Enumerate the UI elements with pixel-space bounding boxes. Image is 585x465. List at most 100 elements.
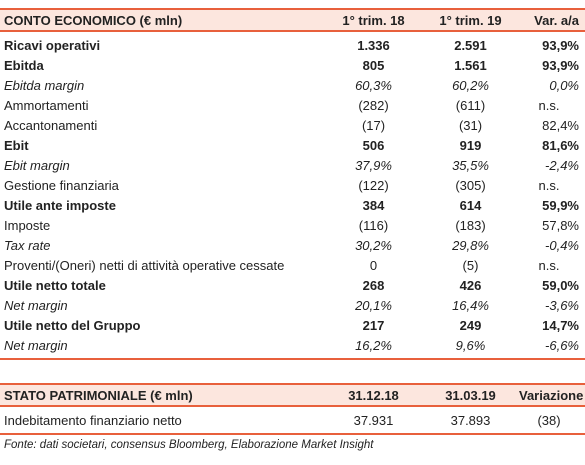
table-cell: 93,9% (542, 37, 579, 53)
table-body: Ricavi operativi 1.336 2.591 93,9% Ebitda 805… (0, 32, 585, 360)
table-cell: Utile netto totale (4, 277, 106, 293)
table-cell: 60,3% (355, 77, 392, 93)
table-cell: 16,4% (452, 297, 489, 313)
table-cell: Ebit margin (4, 157, 70, 173)
header-cell: 31.12.18 (348, 387, 399, 403)
table-cell: 16,2% (355, 337, 392, 353)
table-row: Tax rate 30,2% 29,8% -0,4% (0, 235, 585, 255)
table-cell: -0,4% (545, 237, 579, 253)
table-cell: Ricavi operativi (4, 37, 101, 53)
balance-sheet: STATO PATRIMONIALE (€ mln) 31.12.18 31.03.… (0, 383, 585, 435)
table-header: CONTO ECONOMICO (€ mln) 1° trim. 18 1° tri… (0, 8, 585, 32)
table-cell: Net margin (4, 337, 68, 353)
table-cell: 268 (362, 277, 385, 293)
table-cell: 426 (459, 277, 482, 293)
table-cell: 506 (362, 137, 385, 153)
income-statement: CONTO ECONOMICO (€ mln) 1° trim. 18 1° tri… (0, 8, 585, 360)
table-row: Net margin 16,2% 9,6% -6,6% (0, 335, 585, 355)
table-cell: 0 (369, 257, 378, 273)
table-cell: Accantonamenti (4, 117, 98, 133)
table-row: Net margin 20,1% 16,4% -3,6% (0, 295, 585, 315)
table-cell: Ebitda (4, 57, 44, 73)
table-cell: -6,6% (545, 337, 579, 353)
table-cell: (116) (358, 217, 389, 233)
table-cell: -3,6% (545, 297, 579, 313)
table-row: Accantonamenti (17) (31) 82,4% (0, 115, 585, 135)
table-cell: 249 (459, 317, 482, 333)
header-cell: Variazione (519, 387, 584, 403)
table-cell: Utile netto del Gruppo (4, 317, 141, 333)
table-row: Ricavi operativi 1.336 2.591 93,9% (0, 35, 585, 55)
table-cell: (282) (358, 97, 389, 113)
table-cell: 0,0% (549, 77, 579, 93)
table-cell: 60,2% (452, 77, 489, 93)
table-cell: Proventi/(Oneri) netti di attività opera… (4, 257, 285, 273)
table-row: Ebitda margin 60,3% 60,2% 0,0% (0, 75, 585, 95)
table-cell: Tax rate (4, 237, 51, 253)
header-cell: Var. a/a (534, 12, 579, 28)
table-cell: Ammortamenti (4, 97, 89, 113)
table-cell: 37.893 (450, 412, 491, 428)
table-cell: -2,4% (545, 157, 579, 173)
table-cell: n.s. (538, 257, 560, 273)
table-cell: 35,5% (452, 157, 489, 173)
table-cell: (38) (537, 412, 561, 428)
table-cell: Ebit (4, 137, 29, 153)
table-cell: 919 (459, 137, 482, 153)
table-cell: 82,4% (542, 117, 579, 133)
header-cell: 1° trim. 18 (342, 12, 405, 28)
table-row: Ebitda 805 1.561 93,9% (0, 55, 585, 75)
table-cell: 37.931 (353, 412, 394, 428)
table-row: Indebitamento finanziario netto 37.931 37.… (0, 410, 585, 430)
table-row: Utile ante imposte 384 614 59,9% (0, 195, 585, 215)
table-cell: 1.561 (454, 57, 487, 73)
table-cell: 20,1% (355, 297, 392, 313)
table-cell: 59,9% (542, 197, 579, 213)
table-cell: (611) (455, 97, 486, 113)
table-cell: 57,8% (542, 217, 579, 233)
table-cell: 614 (459, 197, 482, 213)
table-row: Ebit 506 919 81,6% (0, 135, 585, 155)
table-cell: 14,7% (542, 317, 579, 333)
table-cell: Indebitamento finanziario netto (4, 412, 182, 428)
table-cell: 59,0% (542, 277, 579, 293)
table-cell: (5) (462, 257, 479, 273)
table-cell: 805 (362, 57, 385, 73)
table-cell: (122) (358, 177, 389, 193)
table-row: Utile netto totale 268 426 59,0% (0, 275, 585, 295)
table-cell: Ebitda margin (4, 77, 85, 93)
table-cell: Utile ante imposte (4, 197, 116, 213)
header-cell: CONTO ECONOMICO (€ mln) (4, 12, 183, 28)
table-cell: 9,6% (455, 337, 486, 353)
table-row: Proventi/(Oneri) netti di attività opera… (0, 255, 585, 275)
table-cell: (17) (361, 117, 386, 133)
table-cell: Imposte (4, 217, 51, 233)
table-cell: 384 (362, 197, 385, 213)
table-cell: 1.336 (357, 37, 390, 53)
table-cell: Net margin (4, 297, 68, 313)
table-row: Gestione finanziaria (122) (305) n.s. (0, 175, 585, 195)
table-body: Indebitamento finanziario netto 37.931 37.… (0, 407, 585, 435)
table-row: Imposte (116) (183) 57,8% (0, 215, 585, 235)
table-cell: Gestione finanziaria (4, 177, 119, 193)
table-cell: n.s. (538, 177, 560, 193)
table-cell: 2.591 (454, 37, 487, 53)
table-cell: 30,2% (355, 237, 392, 253)
table-cell: (305) (455, 177, 486, 193)
table-cell: 93,9% (542, 57, 579, 73)
table-row: Ammortamenti (282) (611) n.s. (0, 95, 585, 115)
table-cell: 37,9% (355, 157, 392, 173)
table-cell: 29,8% (452, 237, 489, 253)
footer: Fonte: dati societari, consensus Bloombe… (4, 439, 374, 451)
table-cell: 81,6% (542, 137, 579, 153)
header-cell: 1° trim. 19 (439, 12, 502, 28)
table-header: STATO PATRIMONIALE (€ mln) 31.12.18 31.03.… (0, 383, 585, 407)
table-cell: (183) (455, 217, 486, 233)
table-cell: 217 (362, 317, 385, 333)
table-cell: (31) (458, 117, 483, 133)
table-row: Ebit margin 37,9% 35,5% -2,4% (0, 155, 585, 175)
header-cell: STATO PATRIMONIALE (€ mln) (4, 387, 193, 403)
header-cell: 31.03.19 (445, 387, 496, 403)
table-row: Utile netto del Gruppo 217 249 14,7% (0, 315, 585, 335)
